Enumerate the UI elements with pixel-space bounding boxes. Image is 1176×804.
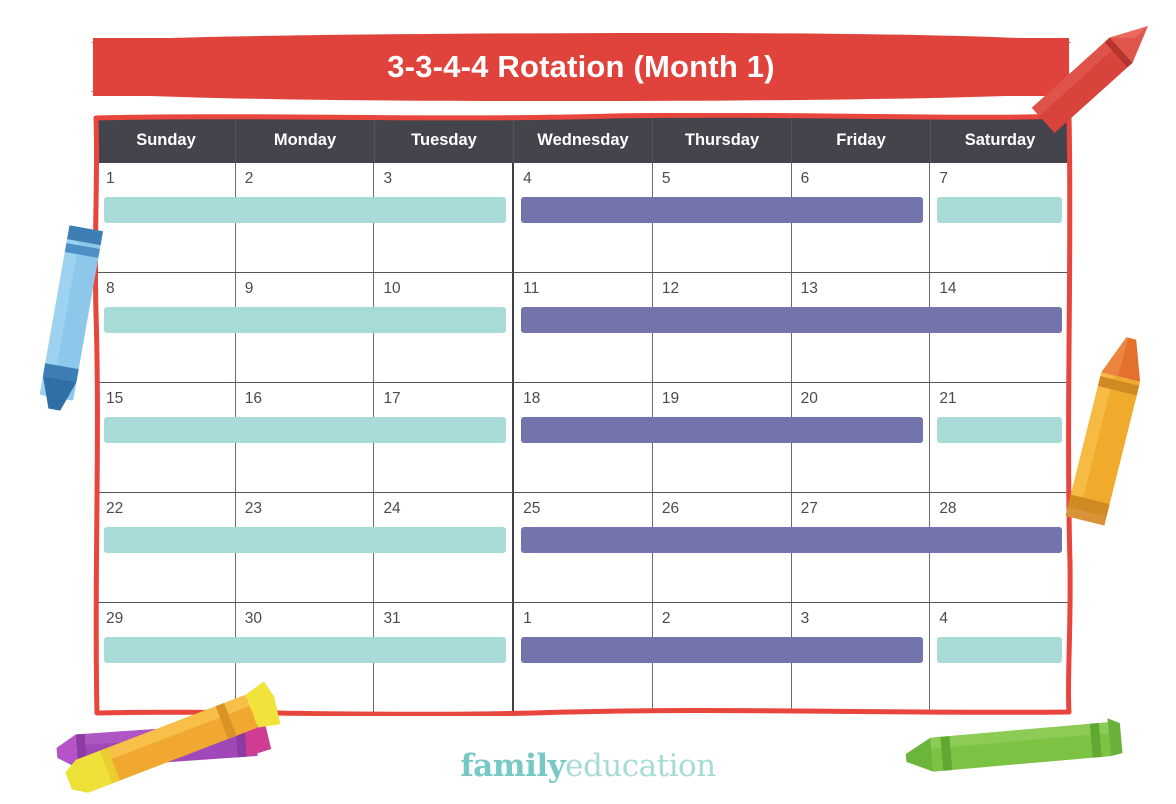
yellow-crayon-icon (58, 681, 288, 798)
day-number: 12 (661, 280, 680, 297)
event-bar-teal[interactable] (104, 197, 507, 223)
orange-crayon-icon (1058, 335, 1168, 540)
title-banner: 3-3-4-4 Rotation (Month 1) (91, 33, 1071, 101)
day-number: 6 (800, 170, 810, 187)
event-bar-teal[interactable] (937, 197, 1062, 223)
day-header-sunday: Sunday (97, 117, 236, 163)
week-row: 1 2 3 4 5 6 7 (97, 163, 1070, 273)
day-number: 27 (800, 500, 818, 517)
day-number: 22 (106, 500, 124, 517)
day-number: 7 (939, 170, 948, 187)
event-bar-teal[interactable] (104, 417, 507, 443)
day-number: 11 (523, 280, 540, 297)
event-bar-teal[interactable] (937, 637, 1062, 663)
day-number: 25 (523, 500, 541, 517)
day-number: 18 (523, 390, 541, 407)
event-bar-teal[interactable] (104, 637, 507, 663)
green-crayon-icon (900, 712, 1140, 792)
day-number: 17 (383, 390, 401, 407)
day-number: 28 (939, 500, 957, 517)
day-number: 5 (661, 170, 671, 187)
day-number: 31 (383, 610, 401, 627)
page-title: 3-3-4-4 Rotation (Month 1) (387, 49, 775, 84)
day-number: 29 (106, 610, 124, 627)
day-number: 3 (800, 610, 810, 627)
week-row: 8 9 10 11 12 13 14 (97, 273, 1070, 383)
day-number: 4 (939, 610, 948, 627)
logo-family-text: family (460, 748, 566, 784)
event-bar-purple[interactable] (520, 197, 923, 223)
day-header-monday: Monday (236, 117, 375, 163)
logo-education-text: education (565, 748, 716, 784)
day-header-row: Sunday Monday Tuesday Wednesday Thursday… (97, 117, 1069, 163)
day-number: 1 (523, 610, 532, 627)
day-number: 2 (661, 610, 671, 627)
day-number: 19 (661, 390, 680, 407)
calendar-weeks: 1 2 3 4 5 6 7 8 9 10 11 12 13 14 15 16 17 18 19 20 21 22 23 24 2… (97, 163, 1070, 712)
day-number: 20 (800, 390, 818, 407)
event-bar-purple[interactable] (520, 307, 1062, 333)
event-bar-teal[interactable] (104, 307, 507, 333)
week-row: 22 23 24 25 26 27 28 (97, 493, 1070, 603)
day-number: 9 (244, 280, 254, 297)
familyeducation-logo: familyeducation (0, 748, 1176, 784)
day-number: 14 (939, 280, 957, 297)
day-number: 4 (523, 170, 532, 187)
event-bar-teal[interactable] (104, 527, 507, 553)
event-bar-purple[interactable] (520, 527, 1062, 553)
day-number: 23 (244, 500, 262, 517)
day-number: 10 (383, 280, 401, 297)
day-number: 30 (244, 610, 262, 627)
day-header-friday: Friday (792, 117, 931, 163)
day-number: 13 (800, 280, 818, 297)
day-number: 1 (106, 170, 115, 187)
red-crayon-icon (1030, 2, 1176, 133)
event-bar-purple[interactable] (520, 417, 923, 443)
event-bar-teal[interactable] (937, 417, 1062, 443)
calendar-table: Sunday Monday Tuesday Wednesday Thursday… (97, 117, 1070, 712)
day-number: 2 (244, 170, 254, 187)
day-header-tuesday: Tuesday (375, 117, 514, 163)
calendar-frame: Sunday Monday Tuesday Wednesday Thursday… (93, 113, 1073, 716)
day-number: 3 (383, 170, 393, 187)
week-row: 15 16 17 18 19 20 21 (97, 383, 1070, 493)
blue-crayon-icon (24, 215, 119, 415)
day-header-thursday: Thursday (653, 117, 792, 163)
day-header-wednesday: Wednesday (514, 117, 653, 163)
day-number: 24 (383, 500, 401, 517)
day-number: 26 (661, 500, 680, 517)
day-number: 16 (244, 390, 262, 407)
day-number: 21 (939, 390, 957, 407)
event-bar-purple[interactable] (520, 637, 923, 663)
